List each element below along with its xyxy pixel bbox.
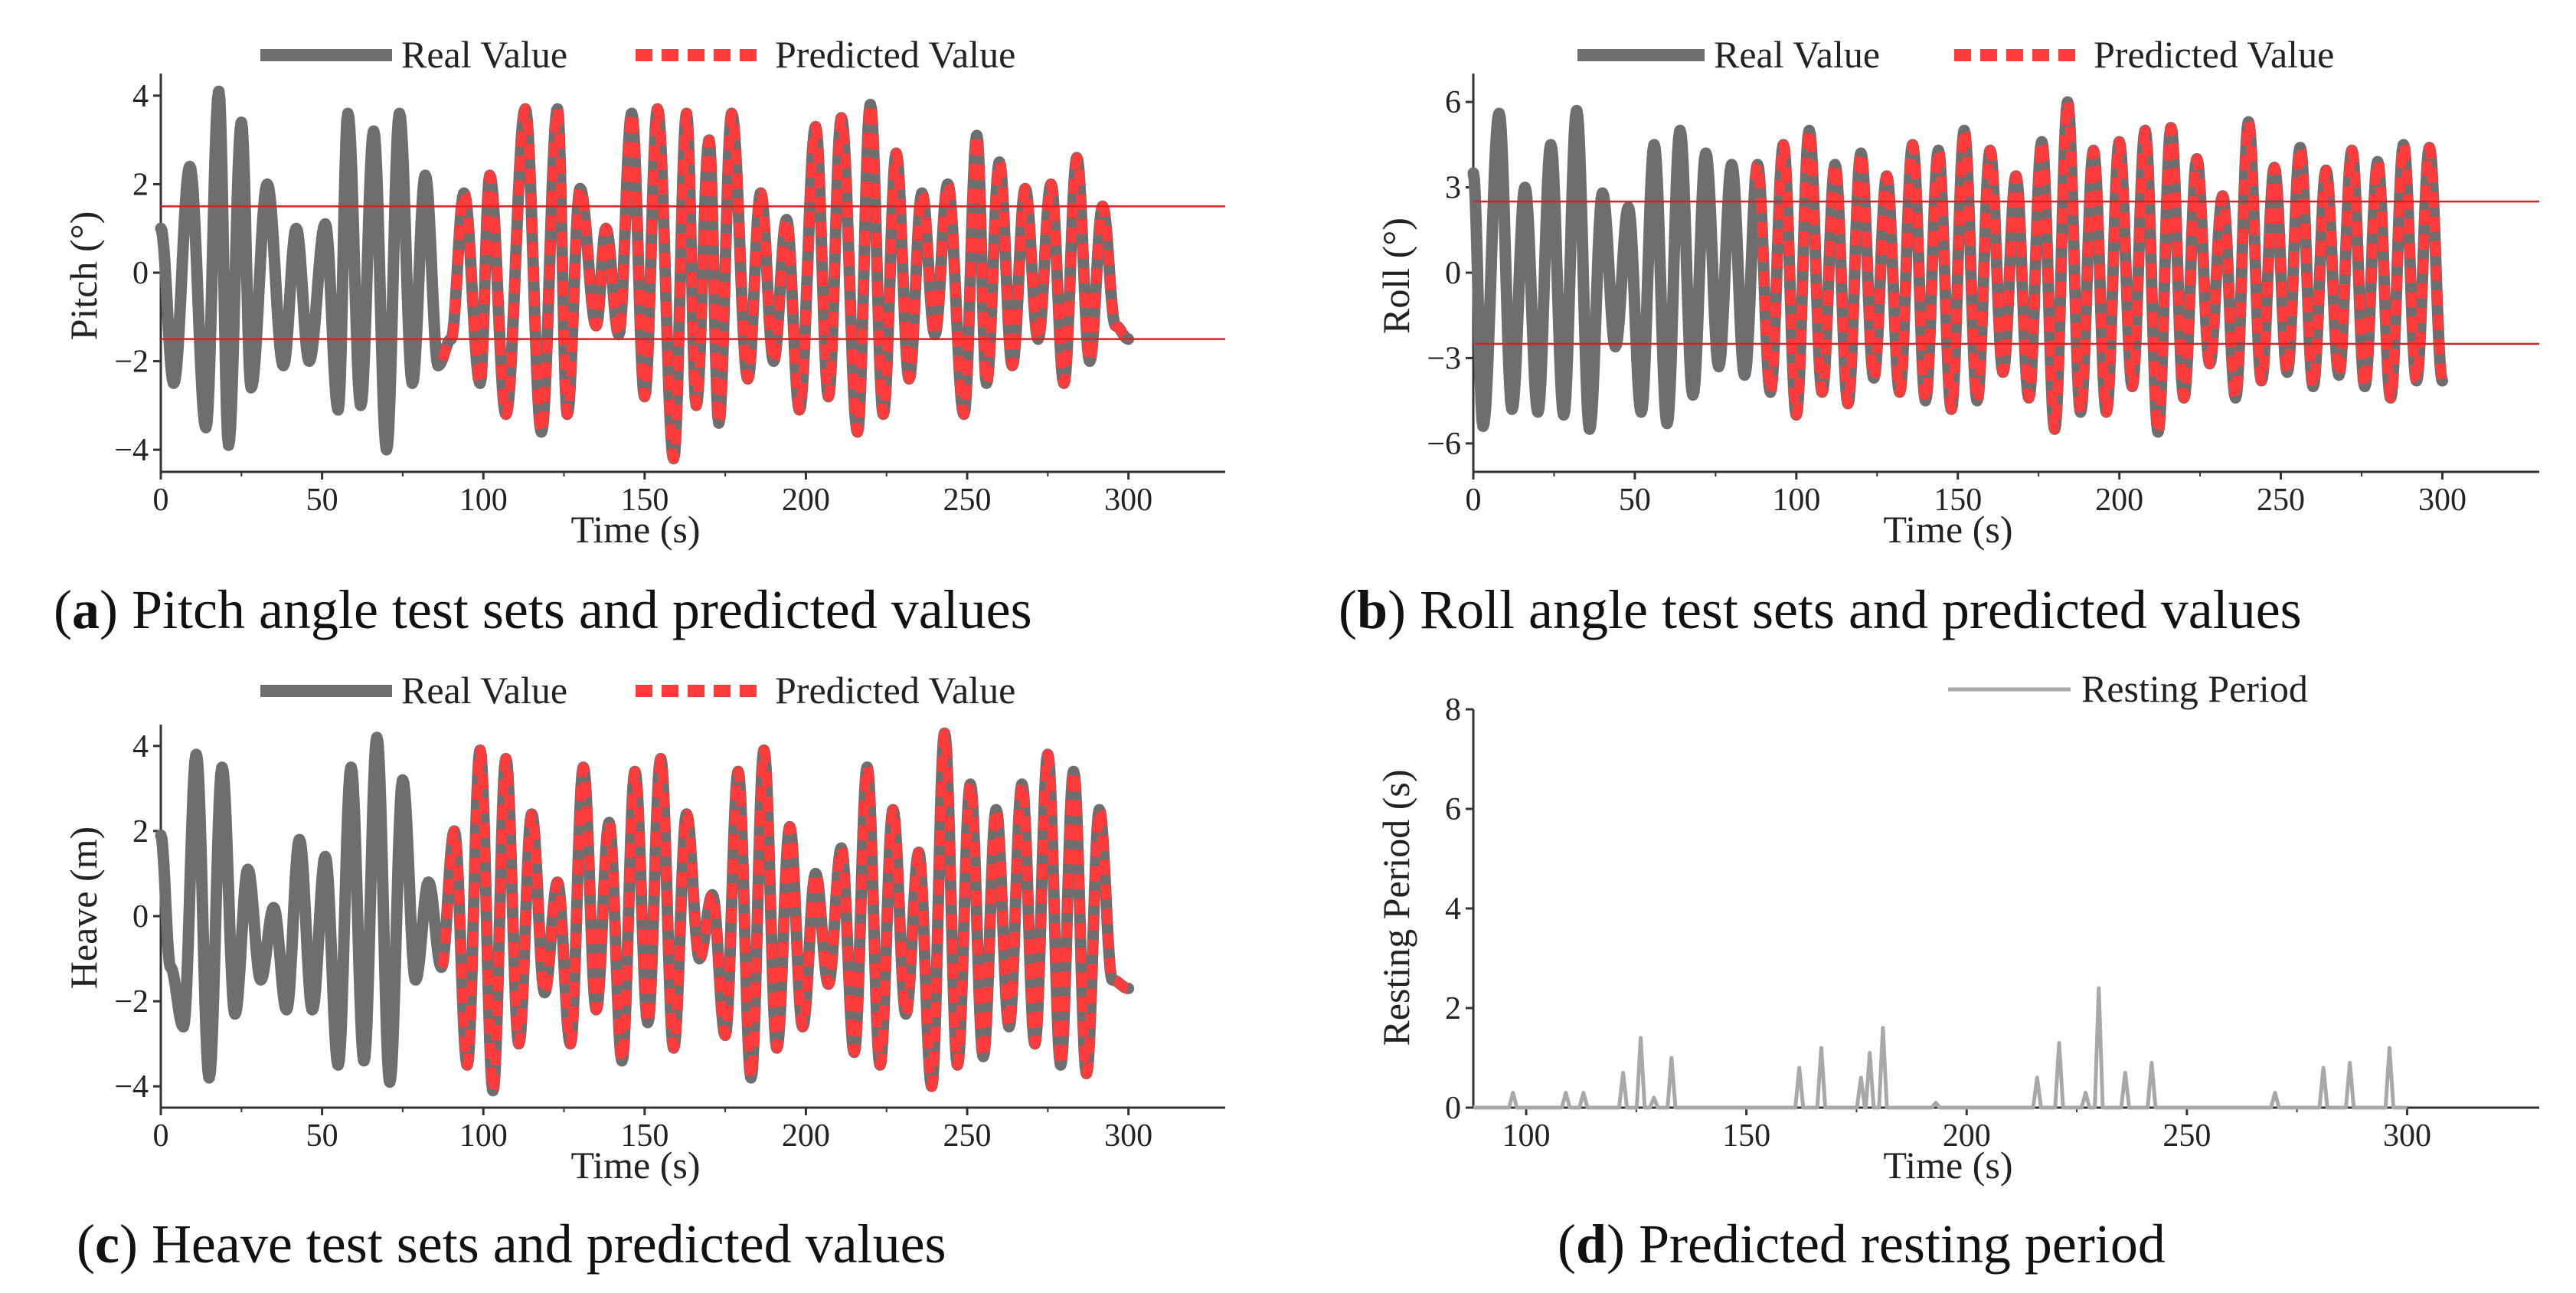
axes: 0 50 100 150 200 250 300 −6 −3 0 3 6 <box>1427 74 2539 518</box>
caption-text: Predicted resting period <box>1625 1213 2166 1275</box>
x-tick-label: 300 <box>2418 483 2466 518</box>
panel-b: Real Value Predicted Value 0 50 100 150 200 2… <box>1339 33 2539 640</box>
y-tick-label: 2 <box>132 814 149 849</box>
y-axis-label: Pitch (°) <box>62 211 105 341</box>
legend: Real Value Predicted Value <box>1577 33 2334 76</box>
x-tick-label: 0 <box>153 1118 169 1154</box>
plot-area: 100 150 200 250 300 0 2 4 6 8 <box>1445 692 2539 1154</box>
legend-label-predicted: Predicted Value <box>2094 33 2334 76</box>
x-tick-label: 50 <box>1619 483 1651 518</box>
x-tick-label: 100 <box>459 483 508 518</box>
y-tick-label: 4 <box>1445 892 1461 927</box>
panel-caption: (b) Roll angle test sets and predicted v… <box>1339 579 2302 640</box>
x-axis-label: Time (s) <box>1883 508 2012 551</box>
caption-letter: d <box>1576 1213 1607 1275</box>
x-tick-label: 150 <box>620 483 669 518</box>
y-tick-label: 0 <box>1445 1091 1461 1126</box>
legend: Resting Period <box>1948 667 2308 710</box>
y-tick-label: 0 <box>132 899 149 935</box>
y-tick-label: −4 <box>114 433 149 468</box>
y-tick-label: 6 <box>1445 85 1461 120</box>
axes: 0 50 100 150 200 250 300 −4 −2 0 2 4 <box>114 74 1225 518</box>
y-tick-label: 3 <box>1445 171 1461 206</box>
x-tick-label: 150 <box>1934 483 1982 518</box>
series-predicted-value <box>436 728 1133 1096</box>
legend-label-resting: Resting Period <box>2081 667 2308 710</box>
x-tick-label: 100 <box>1502 1118 1551 1154</box>
panel-caption: (d) Predicted resting period <box>1558 1213 2166 1275</box>
y-tick-label: −2 <box>114 984 149 1020</box>
x-tick-label: 300 <box>1104 1118 1152 1154</box>
y-tick-label: 4 <box>132 729 149 764</box>
x-tick-label: 250 <box>2257 483 2305 518</box>
y-tick-label: −3 <box>1427 341 1461 376</box>
legend-label-real: Real Value <box>401 669 567 712</box>
plot-area: 0 50 100 150 200 250 300 −4 −2 0 2 4 <box>114 725 1225 1154</box>
caption-text: Heave test sets and predicted values <box>138 1213 946 1275</box>
series-resting-period <box>1473 986 2408 1110</box>
x-axis-label: Time (s) <box>570 508 700 551</box>
x-tick-label: 200 <box>782 483 830 518</box>
y-tick-label: 2 <box>132 167 149 202</box>
x-tick-label: 150 <box>1722 1118 1770 1154</box>
panel-caption: (c) Heave test sets and predicted values <box>77 1213 946 1275</box>
plot-area: 0 50 100 150 200 250 300 −6 −3 0 3 6 <box>1427 74 2539 518</box>
caption-letter: b <box>1357 579 1388 640</box>
y-tick-label: −6 <box>1427 427 1461 462</box>
y-tick-label: 2 <box>1445 991 1461 1026</box>
x-tick-label: 250 <box>943 1118 992 1154</box>
axes: 100 150 200 250 300 0 2 4 6 8 <box>1445 692 2539 1154</box>
caption-text: Pitch angle test sets and predicted valu… <box>118 579 1032 640</box>
panel-caption: (a) Pitch angle test sets and predicted … <box>54 579 1032 640</box>
legend: Real Value Predicted Value <box>260 33 1015 76</box>
x-tick-label: 100 <box>459 1118 508 1154</box>
caption-letter: a <box>72 579 100 640</box>
legend-label-predicted: Predicted Value <box>775 33 1015 76</box>
x-tick-label: 0 <box>153 483 169 518</box>
x-tick-label: 300 <box>1104 483 1152 518</box>
x-axis-label: Time (s) <box>1883 1144 2012 1187</box>
x-tick-label: 200 <box>782 1118 830 1154</box>
x-tick-label: 200 <box>1943 1118 1991 1154</box>
y-axis-label: Roll (°) <box>1375 218 1417 334</box>
panel-d: Resting Period 100 150 200 250 300 0 2 4 6 8 Time… <box>1375 667 2539 1275</box>
legend-label-real: Real Value <box>401 33 567 76</box>
x-tick-label: 250 <box>2162 1118 2211 1154</box>
panel-c: Real Value Predicted Value 0 50 100 150 200 2… <box>62 669 1225 1275</box>
x-axis-label: Time (s) <box>570 1144 700 1187</box>
legend-label-predicted: Predicted Value <box>775 669 1015 712</box>
legend-label-real: Real Value <box>1714 33 1880 76</box>
y-axis-label: Heave (m) <box>62 827 105 989</box>
x-tick-label: 0 <box>1466 483 1482 518</box>
panel-a: Real Value Predicted Value 0 50 100 150 200 2… <box>54 33 1225 640</box>
series-predicted-value <box>1750 97 2447 437</box>
x-tick-label: 300 <box>2383 1118 2431 1154</box>
caption-text: Roll angle test sets and predicted value… <box>1406 579 2302 640</box>
y-tick-label: 6 <box>1445 792 1461 827</box>
x-tick-label: 50 <box>306 483 338 518</box>
y-tick-label: 4 <box>132 79 149 114</box>
plot-area: 0 50 100 150 200 250 300 −4 −2 0 2 4 <box>114 74 1225 518</box>
legend: Real Value Predicted Value <box>260 669 1015 712</box>
y-tick-label: 0 <box>132 256 149 291</box>
axes: 0 50 100 150 200 250 300 −4 −2 0 2 4 <box>114 725 1225 1154</box>
x-tick-label: 250 <box>943 483 992 518</box>
x-tick-label: 100 <box>1772 483 1820 518</box>
x-tick-label: 150 <box>620 1118 669 1154</box>
y-tick-label: 0 <box>1445 256 1461 291</box>
y-tick-label: 8 <box>1445 692 1461 728</box>
y-tick-label: −2 <box>114 345 149 380</box>
x-tick-label: 50 <box>306 1118 338 1154</box>
caption-letter: c <box>95 1213 119 1275</box>
x-tick-label: 200 <box>2095 483 2143 518</box>
y-axis-label: Resting Period (s) <box>1375 769 1417 1046</box>
y-tick-label: −4 <box>114 1069 149 1105</box>
